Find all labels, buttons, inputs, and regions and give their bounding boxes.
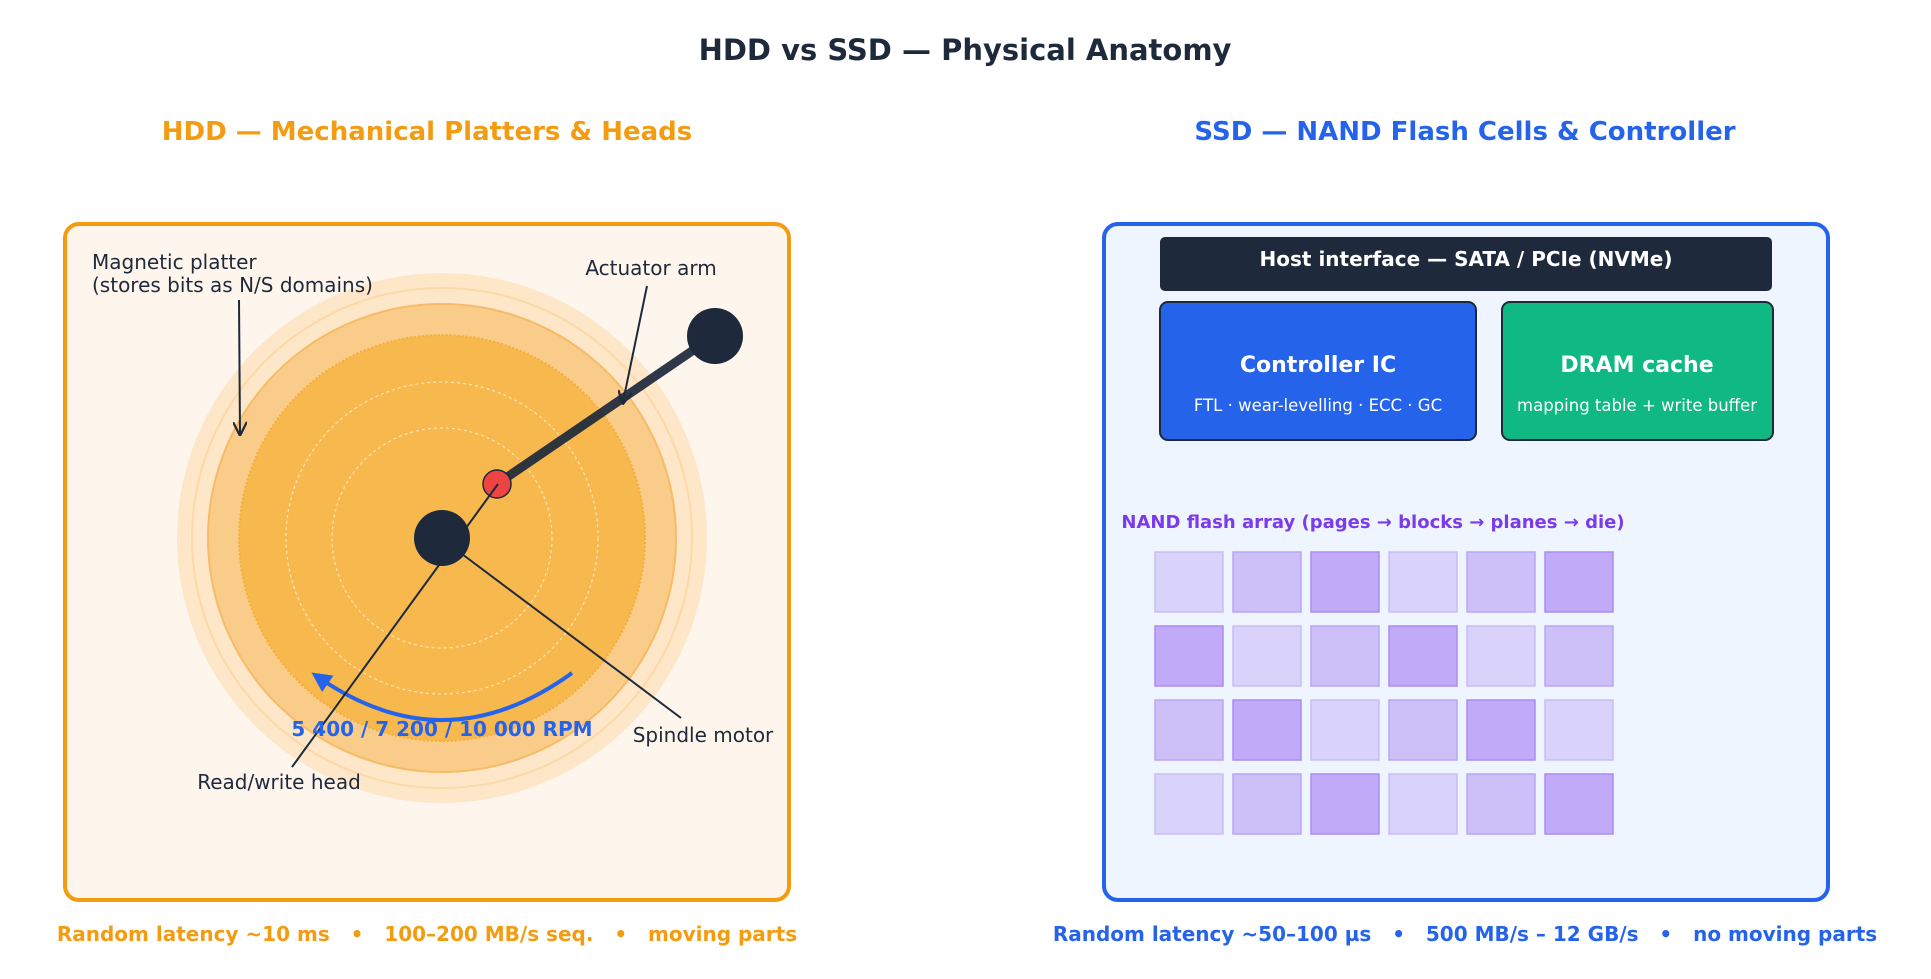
nand-cell — [1310, 551, 1380, 613]
nand-cell — [1232, 551, 1302, 613]
hdd-footer: Random latency ~10 ms • 100–200 MB/s seq… — [57, 922, 797, 946]
nand-cell — [1310, 773, 1380, 835]
head-leader — [291, 483, 499, 768]
host-interface-label: Host interface — SATA / PCIe (NVMe) — [1260, 247, 1673, 271]
spindle-leader — [457, 550, 682, 719]
ssd-footer: Random latency ~50–100 µs • 500 MB/s – 1… — [1053, 922, 1877, 946]
platter-label-line1: Magnetic platter — [92, 250, 257, 274]
spindle-label: Spindle motor — [633, 723, 774, 747]
rpm-label: 5 400 / 7 200 / 10 000 RPM — [291, 717, 592, 741]
nand-cell — [1310, 699, 1380, 761]
actuator-pivot — [687, 308, 743, 364]
nand-cell — [1154, 773, 1224, 835]
nand-cell — [1466, 551, 1536, 613]
nand-cell — [1154, 625, 1224, 687]
hdd-heading: HDD — Mechanical Platters & Heads — [162, 117, 692, 147]
nand-cell — [1388, 699, 1458, 761]
nand-cell — [1388, 773, 1458, 835]
nand-flash-array — [1154, 551, 1614, 835]
rotation-arrow-icon — [311, 671, 574, 722]
nand-cell — [1544, 551, 1614, 613]
nand-cell — [1544, 773, 1614, 835]
nand-cell — [1466, 625, 1536, 687]
controller-title: Controller IC — [1240, 353, 1396, 378]
dram-title: DRAM cache — [1560, 353, 1713, 378]
page-title: HDD vs SSD — Physical Anatomy — [699, 33, 1232, 67]
ssd-heading: SSD — NAND Flash Cells & Controller — [1194, 117, 1735, 147]
nand-cell — [1154, 551, 1224, 613]
controller-subtitle: FTL · wear-levelling · ECC · GC — [1194, 396, 1442, 415]
actuator-label: Actuator arm — [585, 256, 716, 280]
nand-cell — [1310, 625, 1380, 687]
platter-leader — [239, 299, 240, 433]
spindle-hub — [414, 510, 470, 566]
nand-cell — [1154, 699, 1224, 761]
platter-label-line2: (stores bits as N/S domains) — [92, 273, 373, 297]
nand-cell — [1544, 625, 1614, 687]
nand-cell — [1466, 699, 1536, 761]
nand-array-label: NAND flash array (pages → blocks → plane… — [1121, 512, 1624, 533]
nand-cell — [1466, 773, 1536, 835]
dram-cache — [1501, 301, 1774, 441]
nand-cell — [1388, 625, 1458, 687]
head-label: Read/write head — [197, 770, 361, 794]
host-interface-bar — [1160, 237, 1772, 291]
actuator-arm — [492, 308, 743, 489]
controller-ic — [1159, 301, 1477, 441]
actuator-leader — [623, 285, 648, 402]
nand-cell — [1232, 699, 1302, 761]
nand-cell — [1544, 699, 1614, 761]
nand-cell — [1232, 773, 1302, 835]
nand-cell — [1232, 625, 1302, 687]
nand-cell — [1388, 551, 1458, 613]
dram-subtitle: mapping table + write buffer — [1517, 396, 1757, 415]
